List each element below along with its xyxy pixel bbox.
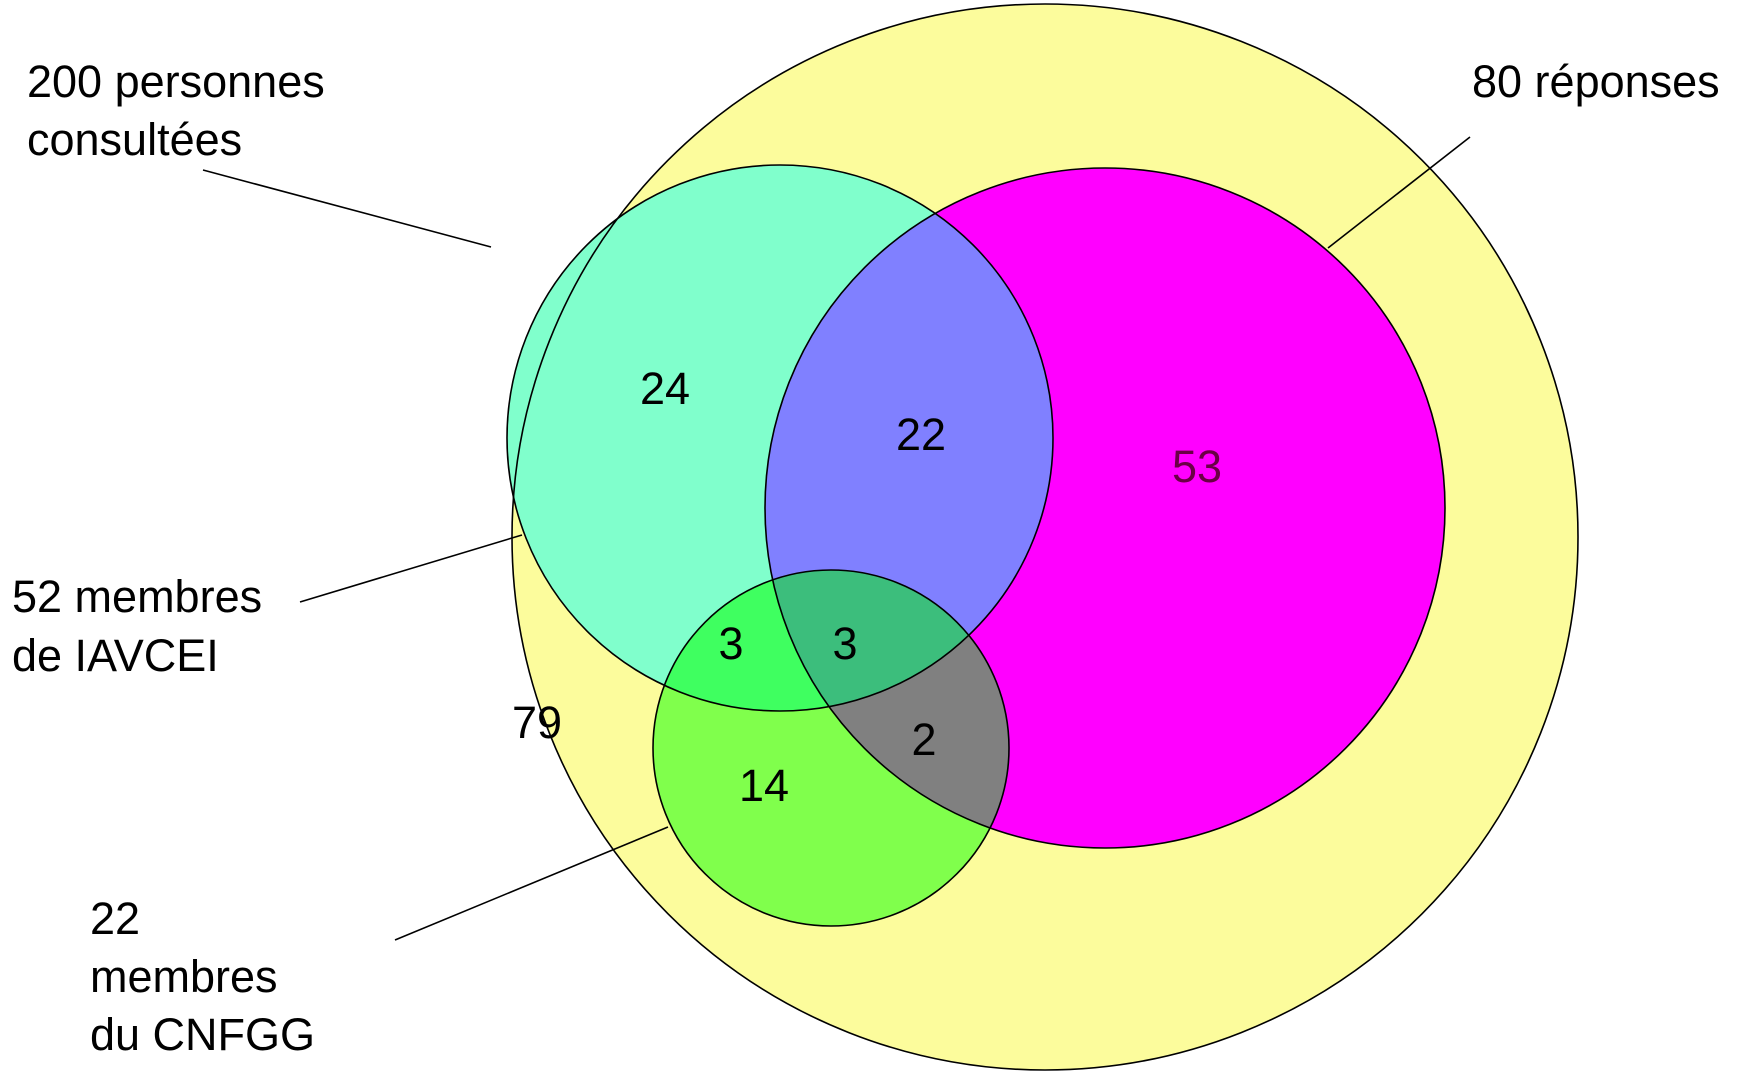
responses-label: 80 réponses	[1472, 56, 1720, 107]
total-label-line-1: 200 personnes	[27, 56, 325, 107]
cnfgg-circle-outline	[652, 569, 1010, 927]
responses-label-line-1: 80 réponses	[1472, 56, 1720, 107]
count-all-three: 3	[832, 618, 857, 669]
count-iavcei-only: 24	[640, 363, 690, 414]
iavcei-circle-outline	[506, 164, 1054, 712]
count-cnfgg-responses: 2	[911, 714, 936, 765]
cnfgg-label-line-1: 22	[90, 893, 140, 944]
cnfgg-label: 22 membres du CNFGG	[90, 893, 315, 1060]
count-iavcei-cnfgg: 3	[718, 618, 743, 669]
all-three-overlap	[765, 570, 1009, 711]
cnfgg-label-line-2: membres	[90, 951, 278, 1002]
iavcei-label: 52 membres de IAVCEI	[12, 571, 275, 681]
total-label-line-2: consultées	[27, 114, 242, 165]
cnfgg-label-line-3: du CNFGG	[90, 1009, 315, 1060]
iavcei-label-line-1: 52 membres	[12, 571, 262, 622]
count-cnfgg-only: 14	[739, 760, 789, 811]
count-responses-only: 53	[1172, 441, 1222, 492]
count-iavcei-responses: 22	[896, 409, 946, 460]
responses-leader-line	[1327, 136, 1471, 249]
iavcei-leader-line	[299, 534, 523, 603]
total-leader-line	[202, 169, 492, 248]
responses-circle-outline	[764, 167, 1446, 849]
total-label: 200 personnes consultées	[27, 56, 337, 165]
count-outside-only: 79	[512, 697, 562, 748]
iavcei-label-line-2: de IAVCEI	[12, 630, 219, 681]
total-circle-outline	[511, 3, 1579, 1071]
cnfgg-leader-line	[394, 826, 669, 941]
